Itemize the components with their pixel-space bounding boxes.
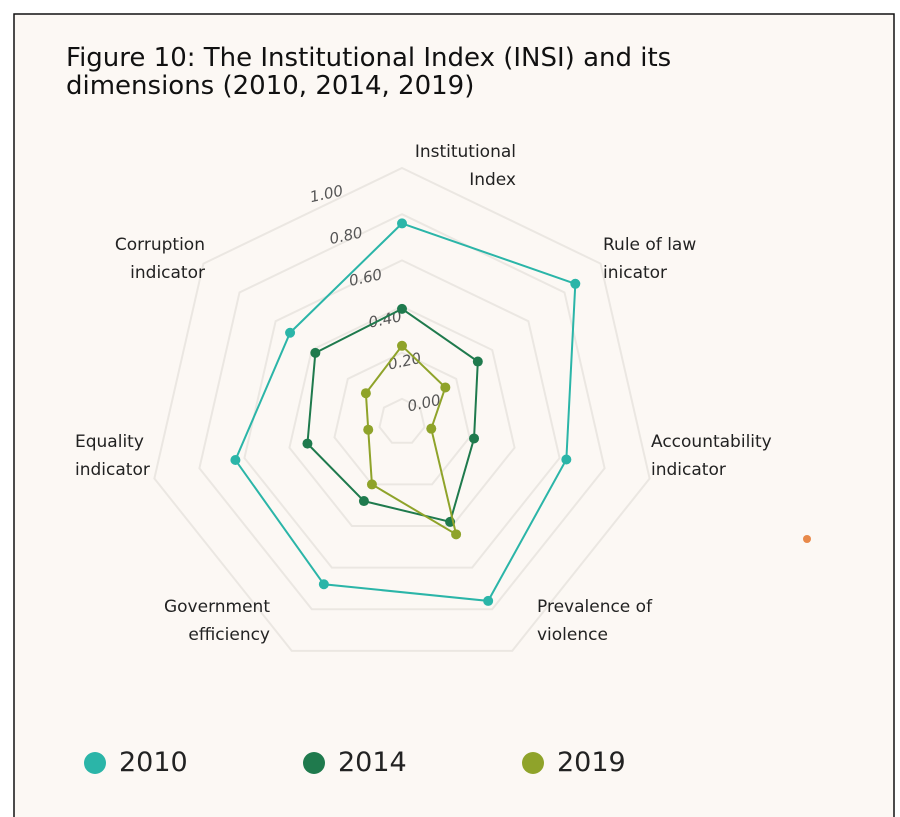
axis-label: Rule of law inicator	[603, 235, 696, 283]
grid-ring	[333, 351, 471, 486]
legend-swatch	[522, 752, 544, 774]
data-point	[230, 455, 241, 466]
grid-ring	[243, 259, 561, 569]
data-point	[285, 327, 296, 338]
stray-dot	[803, 535, 811, 543]
data-point	[483, 595, 494, 606]
axis-label: Prevalence of violence	[537, 597, 653, 645]
data-point	[472, 356, 483, 367]
series-line	[234, 222, 577, 602]
data-point	[426, 423, 437, 434]
axis-label: Accountability indicator	[651, 432, 772, 480]
data-point	[302, 438, 313, 449]
axis-label: Equality indicator	[75, 432, 150, 480]
series-line	[306, 307, 479, 524]
frame	[13, 13, 895, 817]
legend-swatch	[303, 752, 325, 774]
data-point	[397, 340, 407, 351]
data-point	[310, 347, 321, 358]
grid-ring	[153, 166, 651, 652]
axis-label: Corruption indicator	[115, 235, 205, 283]
axis-label: Institutional Index	[415, 142, 516, 190]
data-point	[318, 579, 329, 590]
chart-title: Figure 10: The Institutional Index (INSI…	[66, 43, 671, 101]
legend-label: 2014	[338, 747, 407, 778]
data-point	[363, 424, 374, 435]
data-point	[469, 433, 480, 444]
series-line	[364, 344, 458, 537]
data-point	[570, 278, 581, 289]
legend-swatch	[84, 752, 106, 774]
data-point	[440, 382, 451, 393]
grid-ring	[378, 397, 426, 444]
legend-label: 2010	[119, 747, 188, 778]
data-point	[561, 454, 572, 465]
grid-ring	[198, 213, 606, 611]
data-point	[451, 529, 462, 540]
grid-ring	[288, 305, 516, 528]
data-point	[397, 218, 407, 229]
data-point	[397, 303, 407, 314]
data-point	[366, 479, 377, 490]
data-point	[360, 388, 371, 399]
data-point	[358, 496, 369, 507]
axis-label: Government efficiency	[164, 597, 270, 645]
legend-label: 2019	[557, 747, 626, 778]
